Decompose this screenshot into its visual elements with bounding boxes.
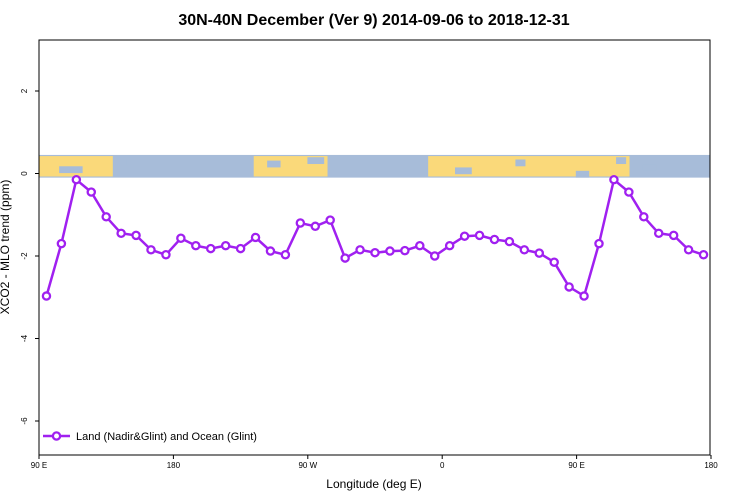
data-point bbox=[534, 248, 545, 258]
map-ocean bbox=[515, 159, 526, 167]
data-point bbox=[639, 212, 649, 222]
data-point bbox=[340, 253, 350, 263]
map-ocean bbox=[455, 167, 472, 175]
data-point bbox=[161, 250, 171, 260]
data-point bbox=[191, 240, 201, 251]
data-point bbox=[444, 240, 455, 251]
data-point bbox=[489, 234, 500, 245]
data-point bbox=[310, 221, 321, 232]
data-point bbox=[265, 246, 276, 256]
data-point bbox=[385, 246, 395, 256]
x-axis: 90 E 180 90 W 0 90 E 180 bbox=[31, 455, 718, 470]
data-point bbox=[594, 238, 604, 249]
data-point bbox=[370, 247, 380, 258]
y-tick-label: -4 bbox=[20, 334, 29, 342]
x-tick-label: 90 E bbox=[31, 461, 47, 470]
x-tick-label: 180 bbox=[704, 461, 718, 470]
map-ocean bbox=[616, 157, 627, 165]
y-tick-label: -6 bbox=[20, 417, 29, 425]
map-ocean bbox=[307, 157, 325, 165]
series-layer bbox=[41, 174, 709, 301]
y-tick-label: -2 bbox=[20, 252, 29, 260]
data-point bbox=[116, 228, 126, 239]
data-point bbox=[220, 240, 231, 251]
plot-frame bbox=[38, 39, 711, 456]
data-point bbox=[235, 243, 246, 254]
map-ocean bbox=[575, 170, 590, 178]
data-point bbox=[624, 187, 634, 197]
data-point bbox=[519, 245, 530, 255]
data-point bbox=[400, 245, 410, 256]
y-tick-label: 0 bbox=[20, 171, 29, 176]
data-point bbox=[295, 218, 306, 228]
map-ocean bbox=[59, 166, 83, 174]
y-axis: 2 0 -2 -4 -6 bbox=[20, 88, 39, 425]
x-axis-label: Longitude (deg E) bbox=[326, 477, 421, 491]
data-point bbox=[579, 291, 589, 301]
data-point bbox=[101, 212, 111, 222]
data-point bbox=[325, 215, 335, 225]
legend-swatch-marker bbox=[51, 431, 62, 441]
data-point bbox=[459, 231, 470, 241]
data-point bbox=[176, 233, 186, 244]
data-point bbox=[146, 245, 156, 255]
data-point bbox=[250, 232, 261, 243]
data-point bbox=[564, 282, 574, 292]
data-point bbox=[355, 245, 365, 255]
map-ocean bbox=[267, 160, 281, 168]
legend: Land (Nadir&Glint) and Ocean (Glint) bbox=[43, 431, 257, 443]
data-point bbox=[683, 245, 694, 255]
data-point bbox=[131, 230, 141, 241]
data-point bbox=[698, 250, 709, 260]
data-point bbox=[41, 291, 52, 301]
legend-label: Land (Nadir&Glint) and Ocean (Glint) bbox=[76, 431, 257, 443]
data-point bbox=[609, 174, 619, 185]
data-point bbox=[653, 228, 664, 239]
data-point bbox=[205, 243, 216, 254]
series-line bbox=[45, 177, 704, 298]
data-point bbox=[474, 230, 485, 241]
data-point bbox=[429, 251, 440, 261]
x-tick-label: 90 W bbox=[298, 461, 317, 470]
data-point bbox=[280, 250, 291, 260]
map-ocean bbox=[642, 164, 657, 171]
data-point bbox=[56, 238, 67, 249]
y-axis-label: XCO2 - MLO trend (ppm) bbox=[0, 180, 12, 315]
x-tick-label: 90 E bbox=[568, 461, 584, 470]
data-point bbox=[668, 230, 679, 241]
x-tick-label: 0 bbox=[440, 461, 445, 470]
x-tick-label: 180 bbox=[167, 461, 181, 470]
y-tick-label: 2 bbox=[20, 88, 29, 93]
data-point bbox=[549, 257, 559, 267]
world-map-band bbox=[39, 154, 710, 178]
data-point bbox=[504, 236, 515, 247]
data-point bbox=[415, 240, 425, 251]
data-point bbox=[71, 174, 82, 185]
map-ocean bbox=[126, 158, 137, 166]
data-point bbox=[86, 187, 97, 197]
chart-title: 30N-40N December (Ver 9) 2014-09-06 to 2… bbox=[178, 12, 569, 29]
